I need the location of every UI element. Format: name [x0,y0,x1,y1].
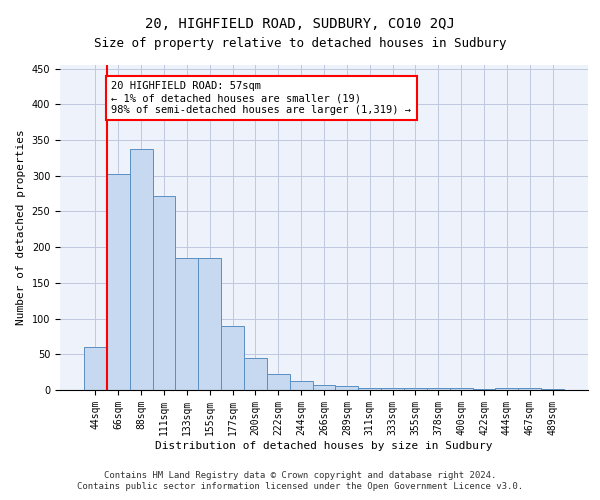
Bar [450,388,473,390]
Bar [290,382,313,390]
Text: Contains public sector information licensed under the Open Government Licence v3: Contains public sector information licen… [77,482,523,491]
Bar [175,258,198,390]
Bar [541,388,564,390]
Text: Contains HM Land Registry data © Crown copyright and database right 2024.: Contains HM Land Registry data © Crown c… [104,470,496,480]
Bar [267,374,290,390]
X-axis label: Distribution of detached houses by size in Sudbury: Distribution of detached houses by size … [155,440,493,450]
Bar [107,174,130,390]
Bar [152,196,175,390]
Bar [221,326,244,390]
Bar [198,258,221,390]
Y-axis label: Number of detached properties: Number of detached properties [16,130,26,326]
Text: 20, HIGHFIELD ROAD, SUDBURY, CO10 2QJ: 20, HIGHFIELD ROAD, SUDBURY, CO10 2QJ [145,18,455,32]
Bar [313,385,335,390]
Bar [427,388,450,390]
Text: Size of property relative to detached houses in Sudbury: Size of property relative to detached ho… [94,38,506,51]
Bar [358,388,381,390]
Bar [473,388,496,390]
Bar [335,386,358,390]
Text: 20 HIGHFIELD ROAD: 57sqm
← 1% of detached houses are smaller (19)
98% of semi-de: 20 HIGHFIELD ROAD: 57sqm ← 1% of detache… [112,82,412,114]
Bar [404,388,427,390]
Bar [381,388,404,390]
Bar [244,358,267,390]
Bar [496,388,518,390]
Bar [518,388,541,390]
Bar [130,150,152,390]
Bar [84,347,107,390]
